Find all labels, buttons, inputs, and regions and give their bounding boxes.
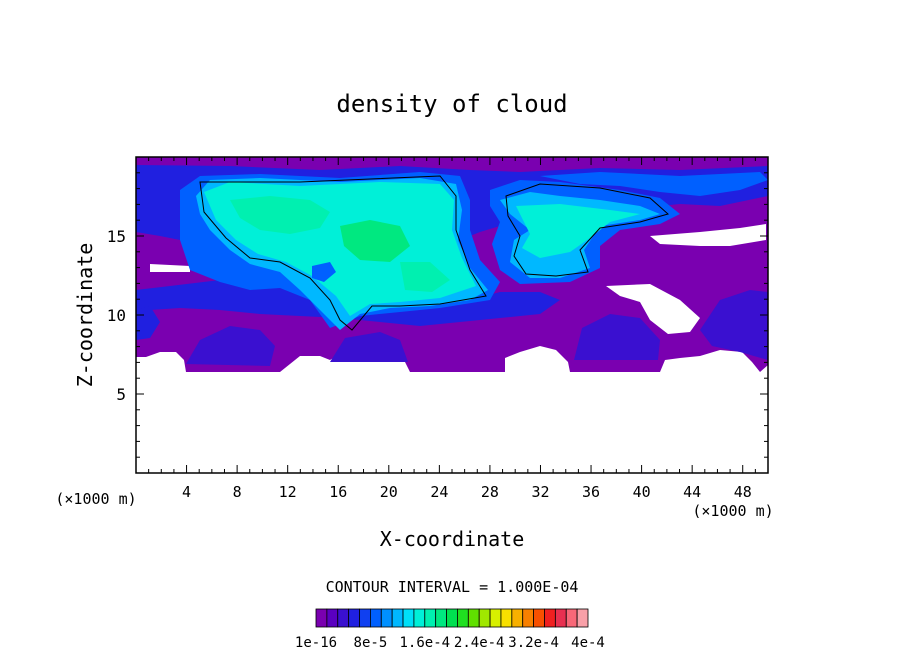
colorbar-label: 3.2e-4 (508, 635, 559, 651)
colorbar-swatch (457, 608, 469, 628)
colorbar-swatch (326, 608, 339, 628)
colorbar-swatch (402, 608, 415, 628)
x-tick-label: 16 (329, 483, 347, 501)
gap (650, 224, 766, 246)
colorbar-swatch (522, 608, 534, 628)
region-cyan (516, 204, 640, 258)
colorbar-label: 1e-16 (295, 635, 337, 651)
gap (312, 262, 336, 282)
region-dark-blue (330, 332, 408, 362)
colorbar-labels: 1e-16 8e-5 1.6e-4 2.4e-4 3.2e-4 4e-4 (295, 635, 605, 651)
density-field (136, 157, 768, 372)
colorbar-label: 2.4e-4 (454, 635, 505, 651)
x-tick-label: 40 (633, 483, 651, 501)
region-dark-blue (186, 326, 275, 366)
colorbar-label: 8e-5 (354, 635, 388, 651)
colorbar-swatch (467, 608, 480, 628)
colorbar-swatch (533, 608, 545, 628)
x-axis-title: X-coordinate (380, 527, 525, 551)
region-blue (540, 172, 768, 196)
x-tick-label: 32 (531, 483, 549, 501)
x-unit-right: (×1000 m) (692, 502, 773, 520)
chart-title: density of cloud (336, 90, 567, 118)
x-tick-label: 24 (430, 483, 448, 501)
region-green (340, 220, 410, 262)
colorbar-swatch (446, 608, 458, 628)
colorbar-swatch (315, 608, 328, 628)
y-tick-label: 15 (107, 227, 126, 246)
region-dark-blue (574, 314, 660, 360)
colorbar-swatch (369, 608, 382, 628)
colorbar-swatch (489, 608, 502, 628)
x-axis-ticks: 4 8 12 16 20 24 28 32 36 40 44 48 (148, 157, 756, 501)
y-axis-ticks: 5 10 15 (107, 172, 768, 458)
colorbar-swatch (576, 608, 589, 628)
gap (150, 264, 190, 272)
region-green (230, 196, 330, 234)
x-unit-left: (×1000 m) (55, 490, 136, 508)
colorbar-label: 4e-4 (571, 635, 605, 651)
x-tick-label: 20 (380, 483, 398, 501)
contour-line (199, 175, 487, 331)
x-tick-label: 12 (279, 483, 297, 501)
colorbar-swatch (554, 608, 567, 628)
colorbar-swatch (359, 608, 371, 628)
colorbar-swatch (391, 608, 404, 628)
gap (606, 284, 700, 334)
y-tick-label: 5 (116, 385, 126, 404)
x-tick-label: 28 (481, 483, 499, 501)
colorbar-swatch (380, 608, 393, 628)
colorbar-swatch (500, 608, 513, 628)
colorbar-swatch (348, 608, 360, 628)
region-dark-blue (700, 290, 768, 360)
colorbar (315, 608, 589, 628)
y-tick-label: 10 (107, 306, 126, 325)
y-axis-title: Z-coordinate (73, 243, 97, 388)
x-tick-label: 36 (582, 483, 600, 501)
x-tick-label: 4 (182, 483, 191, 501)
x-tick-label: 8 (233, 483, 242, 501)
colorbar-swatch (565, 608, 578, 628)
colorbar-swatch (337, 608, 350, 628)
colorbar-swatch (511, 608, 524, 628)
region-green (400, 262, 450, 292)
colorbar-label: 1.6e-4 (400, 635, 451, 651)
x-tick-label: 44 (683, 483, 701, 501)
colorbar-swatch (435, 608, 447, 628)
colorbar-swatch (424, 608, 437, 628)
contour-interval-label: CONTOUR INTERVAL = 1.000E-04 (326, 578, 579, 596)
contour-line (505, 183, 670, 277)
colorbar-swatch (544, 608, 556, 628)
colorbar-swatch (478, 608, 491, 628)
colorbar-swatch (413, 608, 426, 628)
x-tick-label: 48 (734, 483, 752, 501)
